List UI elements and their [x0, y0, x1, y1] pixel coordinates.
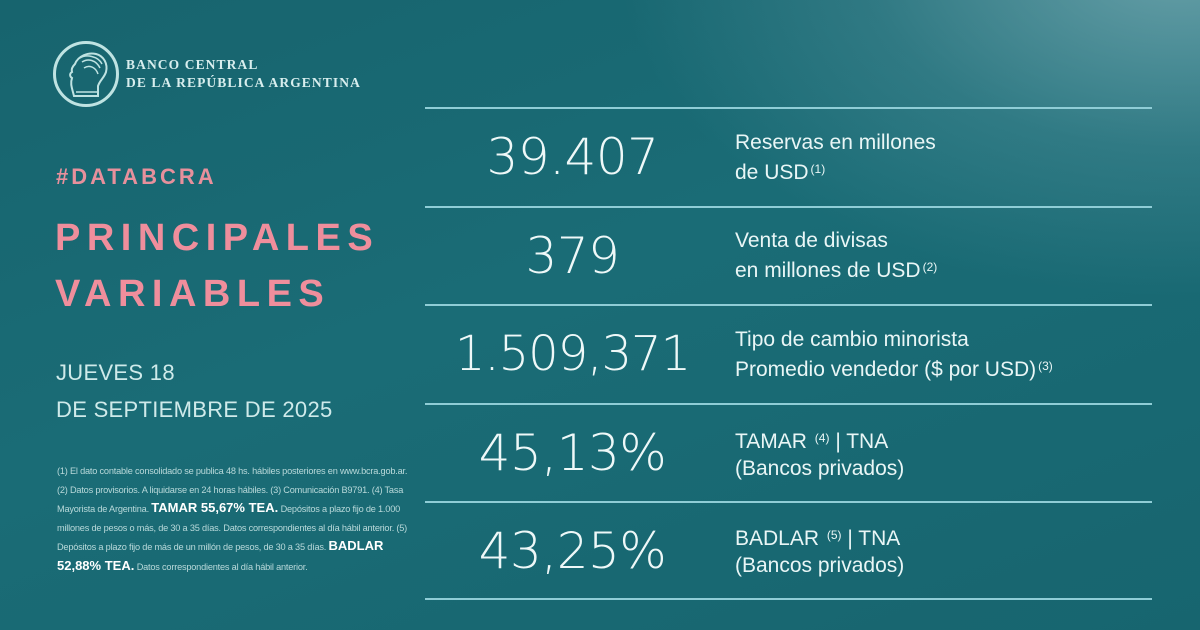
- variable-row-tipo-cambio: 1.509,371 Tipo de cambio minorista Prome…: [425, 304, 1152, 403]
- variable-row-reservas: 39.407 Reservas en millones de USD (1): [425, 107, 1152, 206]
- title-line2: VARIABLES: [55, 273, 331, 315]
- label-line2-text: Promedio vendedor ($ por USD): [735, 357, 1037, 381]
- hashtag: #DATABCRA: [56, 164, 217, 189]
- footnote-ref: (1): [810, 161, 826, 176]
- bcra-name-line2: DE LA REPÚBLICA ARGENTINA: [126, 75, 361, 90]
- footnotes: (1) El dato contable consolidado se publ…: [57, 462, 412, 576]
- bcra-name-line1: BANCO CENTRAL: [126, 57, 259, 72]
- label-line1-post: | TNA: [847, 527, 901, 551]
- label-line1-pre: BADLAR: [735, 527, 820, 551]
- variable-row-tamar: 45,13% TAMAR (4) | TNA (Bancos privados): [425, 402, 1152, 502]
- label-line1: BADLAR (5) | TNA: [735, 522, 904, 552]
- label-line2-text: en millones de USD: [735, 259, 921, 283]
- badlar-tea-highlight: BADLAR 52,88% TEA.: [57, 538, 384, 573]
- variable-label: Tipo de cambio minorista Promedio vended…: [735, 326, 1053, 383]
- variable-value: 43,25%: [478, 521, 667, 580]
- label-line2-text: de USD: [735, 160, 809, 184]
- footnote-text-2: Depósitos a plazo fijo de 1.000 millones…: [57, 504, 408, 552]
- label-line2: (Bancos privados): [735, 456, 905, 480]
- bcra-emblem-icon: [53, 41, 119, 107]
- variable-value: 45,13%: [478, 424, 667, 483]
- label-line2: de USD (1): [735, 156, 936, 186]
- footnote-ref: (5): [826, 528, 842, 543]
- variable-value: 1.509,371: [454, 326, 691, 383]
- bcra-logo: BANCO CENTRAL DE LA REPÚBLICA ARGENTINA: [53, 41, 361, 107]
- footnote-ref: (2): [922, 260, 938, 275]
- variables-table: 39.407 Reservas en millones de USD (1) 37…: [425, 107, 1152, 600]
- variable-value: 379: [525, 226, 620, 285]
- label-line1-pre: TAMAR: [735, 429, 807, 453]
- footnote-text-1: (1) El dato contable consolidado se publ…: [57, 466, 408, 514]
- variable-label: Reservas en millones de USD (1): [735, 129, 936, 186]
- report-date: JUEVES 18 DE SEPTIEMBRE DE 2025: [56, 354, 333, 428]
- label-line1: Tipo de cambio minorista: [735, 327, 969, 351]
- variable-row-badlar: 43,25% BADLAR (5) | TNA (Bancos privados…: [425, 501, 1152, 600]
- variable-label: Venta de divisas en millones de USD (2): [735, 227, 937, 284]
- variable-value: 39.407: [486, 128, 659, 187]
- bcra-name: BANCO CENTRAL DE LA REPÚBLICA ARGENTINA: [126, 56, 361, 92]
- page-title: PRINCIPALES VARIABLES: [55, 210, 379, 322]
- variable-label: BADLAR (5) | TNA (Bancos privados): [735, 522, 904, 579]
- label-line2: en millones de USD (2): [735, 254, 937, 284]
- label-line1: Reservas en millones: [735, 130, 936, 154]
- date-line2: DE SEPTIEMBRE DE 2025: [56, 397, 333, 422]
- label-line1: Venta de divisas: [735, 229, 888, 253]
- label-line2: Promedio vendedor ($ por USD) (3): [735, 353, 1053, 383]
- label-line1-post: | TNA: [835, 429, 889, 453]
- date-line1: JUEVES 18: [56, 360, 175, 385]
- footnote-ref: (4): [814, 430, 830, 445]
- title-line1: PRINCIPALES: [55, 217, 380, 259]
- footnote-text-3: Datos correspondientes al día hábil ante…: [136, 561, 308, 572]
- variable-label: TAMAR (4) | TNA (Bancos privados): [735, 425, 904, 482]
- footnote-ref: (3): [1038, 358, 1053, 373]
- label-line1: TAMAR (4) | TNA: [735, 425, 904, 455]
- tamar-tea-highlight: TAMAR 55,67% TEA.: [151, 500, 279, 515]
- label-line2: (Bancos privados): [735, 554, 905, 578]
- variable-row-venta-divisas: 379 Venta de divisas en millones de USD(…: [425, 205, 1152, 305]
